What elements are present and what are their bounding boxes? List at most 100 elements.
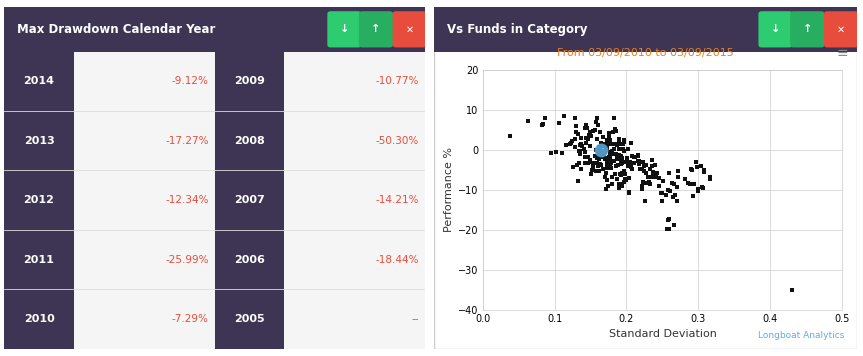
Point xyxy=(652,183,665,189)
Point xyxy=(586,164,600,169)
Point xyxy=(636,159,650,165)
Point xyxy=(596,141,610,147)
Point xyxy=(595,155,608,160)
Bar xyxy=(4,52,74,111)
Point xyxy=(592,168,606,174)
Point xyxy=(639,170,652,176)
Point xyxy=(611,162,625,168)
Point xyxy=(589,127,602,133)
Point xyxy=(620,155,634,161)
Point xyxy=(618,176,632,182)
Point xyxy=(603,162,617,168)
Text: -7.29%: -7.29% xyxy=(172,314,209,324)
Point xyxy=(577,146,591,151)
Point xyxy=(600,157,614,163)
Point xyxy=(598,156,612,162)
Point xyxy=(612,185,626,191)
Point xyxy=(575,166,589,172)
Point xyxy=(667,222,681,227)
Point xyxy=(614,172,627,178)
Point xyxy=(563,141,576,147)
Bar xyxy=(4,171,74,230)
Point xyxy=(612,136,626,142)
Point xyxy=(602,165,616,171)
Bar xyxy=(4,230,74,289)
Point xyxy=(621,146,635,152)
Point xyxy=(696,184,709,190)
Text: 2013: 2013 xyxy=(23,136,54,146)
Point xyxy=(696,185,709,191)
Point xyxy=(637,168,651,174)
Text: -25.99%: -25.99% xyxy=(165,255,209,265)
Point xyxy=(663,216,677,222)
Bar xyxy=(285,230,425,289)
Bar xyxy=(74,171,215,230)
Point xyxy=(590,163,604,168)
Point xyxy=(592,144,606,150)
Point xyxy=(602,134,615,140)
Point xyxy=(595,152,608,158)
Point xyxy=(552,120,566,125)
Point xyxy=(608,141,622,147)
Point xyxy=(648,162,662,168)
Point xyxy=(590,136,604,142)
Point xyxy=(597,148,611,154)
Point xyxy=(662,226,676,232)
Point xyxy=(671,174,685,179)
Point xyxy=(654,190,668,196)
FancyBboxPatch shape xyxy=(359,11,393,47)
Point xyxy=(604,142,618,147)
Point xyxy=(605,148,619,153)
Bar xyxy=(285,289,425,349)
Point xyxy=(613,181,627,187)
Point xyxy=(608,126,621,132)
Point xyxy=(572,148,586,154)
Point xyxy=(578,160,592,166)
Point xyxy=(569,123,583,129)
Point xyxy=(610,154,624,160)
Point xyxy=(577,155,591,160)
Bar xyxy=(215,52,285,111)
Point xyxy=(544,151,557,156)
Point xyxy=(617,179,631,184)
Point xyxy=(597,141,611,147)
Point xyxy=(612,152,626,157)
Point xyxy=(568,116,582,121)
Point xyxy=(608,158,621,163)
Text: -17.27%: -17.27% xyxy=(165,136,209,146)
FancyBboxPatch shape xyxy=(393,11,426,47)
Point xyxy=(613,139,627,145)
Point xyxy=(617,137,631,143)
Point xyxy=(570,162,584,168)
Point xyxy=(691,189,705,194)
Point xyxy=(593,145,607,150)
Point xyxy=(635,186,649,192)
Point xyxy=(599,156,613,161)
Point xyxy=(573,142,587,148)
Point xyxy=(625,153,639,159)
Point xyxy=(606,129,620,135)
Point xyxy=(612,146,626,152)
Text: -14.21%: -14.21% xyxy=(375,195,419,205)
Point xyxy=(573,151,587,157)
Point xyxy=(578,125,592,131)
Point xyxy=(608,141,622,147)
Point xyxy=(602,130,616,136)
Point xyxy=(583,157,597,163)
Point xyxy=(646,163,659,169)
Point xyxy=(619,177,633,183)
Point xyxy=(598,149,612,155)
Point xyxy=(606,151,620,156)
Point xyxy=(690,159,703,165)
Point xyxy=(671,168,685,174)
Point xyxy=(615,170,629,176)
Point xyxy=(684,166,698,172)
Point xyxy=(579,140,593,146)
Bar xyxy=(4,111,74,171)
Point xyxy=(595,140,608,145)
Point xyxy=(615,156,629,161)
Point xyxy=(625,166,639,172)
Point xyxy=(614,153,628,159)
FancyBboxPatch shape xyxy=(327,11,362,47)
Point xyxy=(636,179,650,184)
